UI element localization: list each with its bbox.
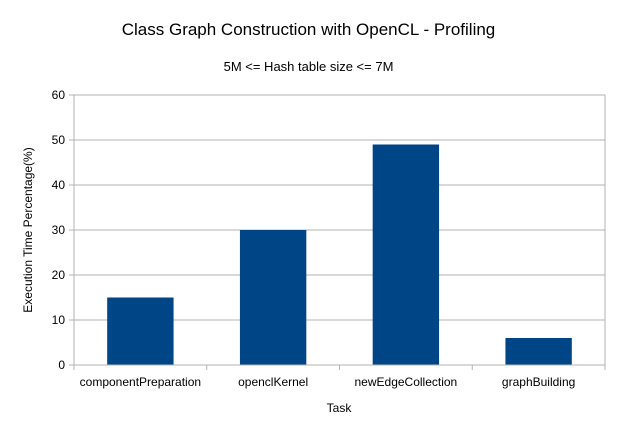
y-tick-label: 10 xyxy=(52,313,66,327)
y-tick-label: 60 xyxy=(52,88,66,102)
y-axis-ticks: 0 10 20 30 40 50 60 xyxy=(52,88,74,372)
x-tick-label: componentPreparation xyxy=(80,375,201,389)
chart-title: Class Graph Construction with OpenCL - P… xyxy=(122,20,496,39)
y-tick-label: 30 xyxy=(52,223,66,237)
y-tick-label: 50 xyxy=(52,133,66,147)
y-axis-label: Execution Time Percentage(%) xyxy=(21,147,35,312)
y-tick-label: 40 xyxy=(52,178,66,192)
y-tick-label: 20 xyxy=(52,268,66,282)
bars xyxy=(107,144,572,365)
bar-graphBuilding xyxy=(505,338,572,365)
chart-subtitle: 5M <= Hash table size <= 7M xyxy=(224,59,394,74)
x-tick-label: newEdgeCollection xyxy=(355,375,458,389)
bar-newEdgeCollection xyxy=(372,144,440,365)
x-axis-label: Task xyxy=(327,401,353,415)
bar-componentPreparation xyxy=(107,297,174,365)
y-tick-label: 0 xyxy=(58,358,65,372)
x-axis-ticks: componentPreparation openclKernel newEdgeC… xyxy=(73,365,606,389)
x-tick-label: openclKernel xyxy=(238,375,308,389)
x-tick-label: graphBuilding xyxy=(502,375,575,389)
bar-openclKernel xyxy=(239,230,307,365)
